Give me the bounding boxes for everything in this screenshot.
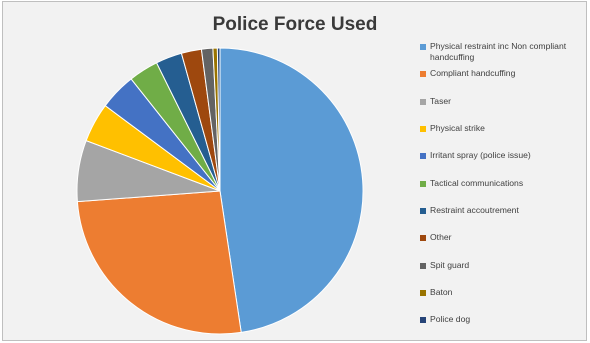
legend-swatch	[420, 263, 426, 269]
pie-slice-2	[76, 190, 242, 335]
legend-label: Restraint accoutrement	[430, 205, 519, 215]
legend-item: Baton	[420, 287, 588, 298]
legend-label: Spit guard	[430, 260, 470, 270]
legend-label: Baton	[430, 287, 453, 297]
legend-swatch	[420, 317, 426, 323]
legend-label: Irritant spray (police issue)	[430, 150, 531, 160]
legend-item: Physical restraint inc Non compliant han…	[420, 41, 588, 63]
legend-swatch	[420, 99, 426, 105]
legend-swatch	[420, 126, 426, 132]
legend-swatch	[420, 71, 426, 77]
legend-label: Police dog	[430, 314, 471, 324]
legend-swatch	[420, 181, 426, 187]
legend-label: Other	[430, 232, 452, 242]
legend-item: Restraint accoutrement	[420, 205, 588, 216]
legend-label: Physical strike	[430, 123, 485, 133]
pie-slice-1	[219, 47, 364, 333]
legend-item: Police dog	[420, 314, 588, 325]
legend-item: Other	[420, 232, 588, 243]
legend-swatch	[420, 290, 426, 296]
legend-label: Physical restraint inc Non compliant han…	[430, 41, 567, 62]
legend-swatch	[420, 44, 426, 50]
legend-swatch	[420, 235, 426, 241]
pie-slice-11	[216, 47, 221, 192]
legend-swatch	[420, 153, 426, 159]
legend-swatch	[420, 208, 426, 214]
legend-item: Physical strike	[420, 123, 588, 134]
legend-label: Taser	[430, 96, 452, 106]
legend-item: Compliant handcuffing	[420, 68, 588, 79]
legend-item: Taser	[420, 96, 588, 107]
chart-title: Police Force Used	[212, 14, 378, 35]
legend-item: Spit guard	[420, 260, 588, 271]
legend-item: Tactical communications	[420, 178, 588, 189]
legend-item: Irritant spray (police issue)	[420, 150, 588, 161]
legend-label: Tactical communications	[430, 178, 524, 188]
legend-label: Compliant handcuffing	[430, 68, 516, 78]
